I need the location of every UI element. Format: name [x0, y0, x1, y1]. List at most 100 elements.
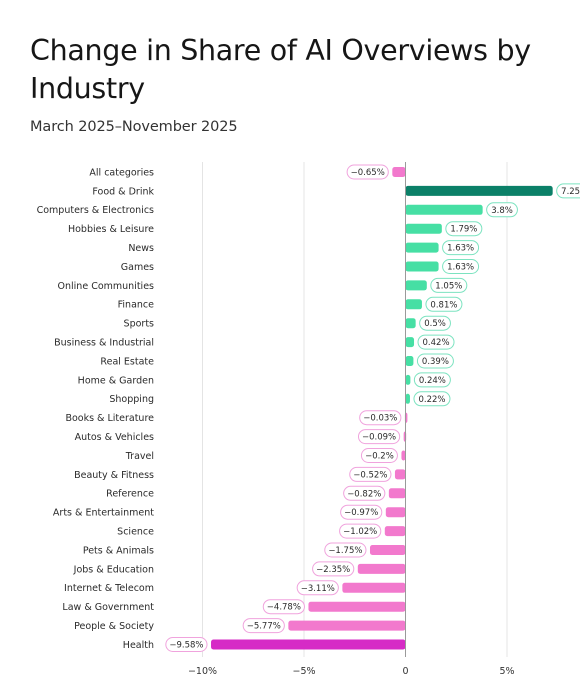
value-label: 0.42% — [423, 338, 450, 348]
bar — [405, 318, 416, 329]
category-label: Internet & Telecom — [64, 583, 154, 594]
value-label: 0.22% — [418, 395, 445, 405]
value-pill: −0.2% — [360, 448, 398, 463]
value-pill: −0.52% — [349, 466, 392, 482]
bar — [388, 488, 406, 499]
value-pill-border — [359, 410, 402, 426]
category-label: Beauty & Fitness — [74, 470, 154, 481]
category-labels: All categories Food & Drink Computers & El… — [37, 167, 155, 651]
value-pill: −9.58% — [165, 637, 208, 652]
value-pill: 1.63% — [442, 240, 480, 256]
value-pill-border — [419, 315, 451, 331]
category-label: Sports — [124, 319, 155, 330]
value-pill-border — [416, 353, 454, 369]
value-pill: −0.65% — [346, 164, 389, 180]
bar — [405, 374, 411, 385]
value-pill: −2.35% — [312, 561, 355, 577]
category-label: Pets & Animals — [83, 545, 154, 556]
value-label: 1.63% — [447, 263, 474, 273]
value-pill: 1.63% — [442, 259, 480, 274]
value-label: 1.63% — [447, 244, 474, 254]
gridlines — [202, 162, 508, 657]
value-pill-border — [349, 466, 392, 482]
category-label: Books & Literature — [65, 413, 154, 424]
category-label: Law & Government — [62, 602, 154, 613]
bar — [384, 526, 406, 537]
category-label: Jobs & Education — [73, 564, 154, 575]
bar — [357, 563, 406, 574]
value-pill: −4.78% — [262, 599, 305, 615]
category-label: Reference — [106, 489, 154, 500]
bar — [405, 223, 442, 234]
value-pill-border — [442, 259, 480, 274]
bar — [211, 639, 406, 650]
value-pill-border — [417, 334, 455, 350]
value-label: −2.35% — [316, 565, 350, 575]
x-tick-label: −10% — [188, 666, 217, 677]
bar — [385, 507, 406, 518]
value-pill-border — [339, 523, 382, 539]
value-pill: 0.42% — [417, 334, 455, 350]
bar — [405, 337, 415, 348]
value-pill-border — [445, 221, 483, 237]
bar — [405, 393, 410, 404]
value-label: 3.8% — [491, 206, 513, 216]
value-label: −0.09% — [362, 433, 396, 443]
value-pill: −3.11% — [296, 580, 339, 596]
value-pill: 1.05% — [430, 277, 468, 293]
bar — [394, 469, 406, 480]
x-tick-label: −5% — [292, 666, 315, 677]
category-label: Arts & Entertainment — [53, 508, 154, 519]
value-pill-border — [556, 183, 580, 199]
value-label: −0.82% — [347, 489, 381, 499]
value-pill: 0.24% — [413, 372, 451, 388]
value-pill-border — [340, 504, 383, 520]
category-label: Science — [117, 527, 154, 538]
value-label: −0.2% — [365, 452, 394, 462]
x-tick-label: 5% — [499, 666, 514, 677]
value-label: −3.11% — [301, 584, 335, 594]
value-pill-border — [486, 202, 518, 218]
value-pill-border — [242, 618, 285, 634]
category-label: Finance — [118, 300, 154, 311]
category-label: Games — [121, 262, 154, 273]
category-label: All categories — [89, 167, 154, 178]
category-label: Autos & Vehicles — [75, 432, 154, 443]
value-pill: 1.79% — [445, 221, 483, 237]
value-label: −9.58% — [169, 641, 203, 651]
category-label: Food & Drink — [92, 186, 154, 197]
chart-subtitle: March 2025–November 2025 — [30, 119, 238, 135]
bar — [308, 601, 406, 612]
value-pill: −0.09% — [357, 429, 401, 445]
value-pill-border — [165, 637, 208, 652]
value-pill: 7.25% — [556, 183, 580, 199]
value-pill: 0.81% — [425, 296, 463, 312]
chart-title: Change in Share of AI Overviews by Indus… — [30, 34, 531, 105]
value-pill-border — [343, 485, 386, 501]
value-pill-border — [442, 240, 480, 256]
value-labels: −0.65% 7.25% 3.8% 1.79% 1.63% 1.63% 1.05% 0.81%… — [165, 164, 580, 652]
category-label: Home & Garden — [78, 375, 154, 386]
value-pill: −0.97% — [340, 504, 383, 520]
category-label: Business & Industrial — [54, 338, 154, 349]
category-label: Real Estate — [100, 356, 154, 367]
bar — [405, 185, 553, 196]
value-pill: 0.39% — [416, 353, 454, 369]
value-pill-border — [346, 164, 389, 180]
value-pill: 0.5% — [419, 315, 451, 331]
bars — [211, 167, 553, 650]
category-label: Online Communities — [58, 281, 155, 292]
value-pill-border — [312, 561, 355, 577]
value-label: −1.75% — [328, 546, 362, 556]
value-label: −0.65% — [351, 168, 385, 178]
value-pill: −1.02% — [339, 523, 382, 539]
value-pill-border — [262, 599, 305, 615]
bar — [405, 261, 439, 272]
category-label: People & Society — [74, 621, 154, 632]
x-tick-label: 0 — [402, 666, 408, 677]
value-pill: −1.75% — [324, 542, 367, 558]
category-label: Travel — [125, 451, 154, 462]
value-pill-border — [413, 391, 451, 407]
value-pill: −0.03% — [359, 410, 402, 426]
